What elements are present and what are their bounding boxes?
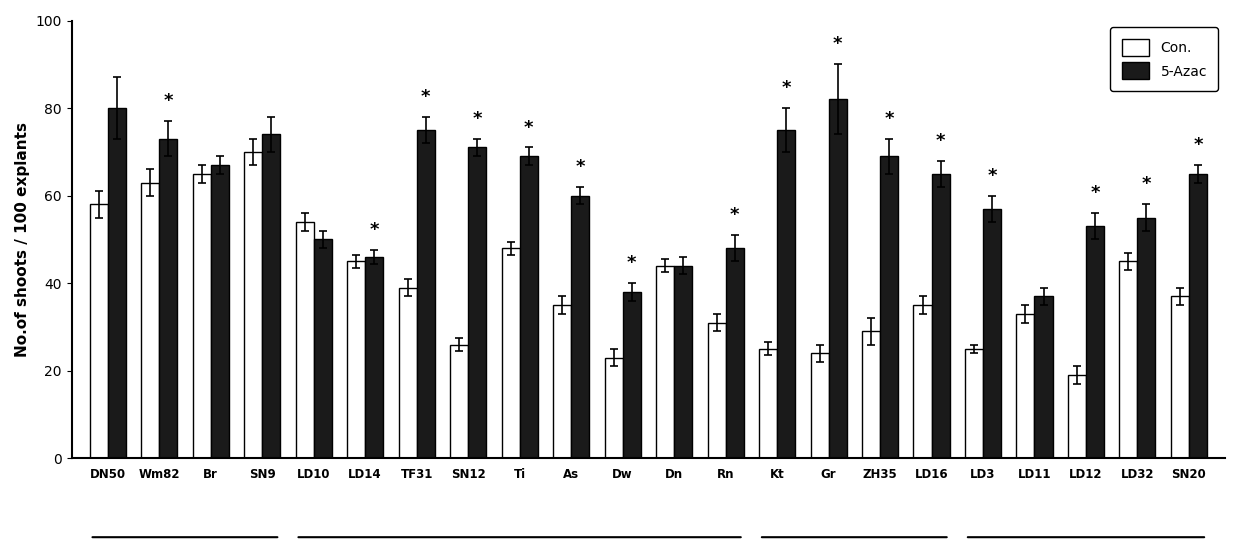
- Bar: [1137, 217, 1156, 458]
- Bar: [141, 183, 159, 458]
- Bar: [572, 196, 589, 458]
- Bar: [862, 331, 880, 458]
- Bar: [450, 344, 469, 458]
- Bar: [725, 248, 744, 458]
- Bar: [759, 349, 777, 458]
- Bar: [656, 266, 675, 458]
- Text: *: *: [523, 119, 533, 136]
- Bar: [931, 174, 950, 458]
- Text: *: *: [1142, 176, 1151, 193]
- Bar: [983, 209, 1001, 458]
- Bar: [89, 205, 108, 458]
- Bar: [1068, 375, 1086, 458]
- Bar: [708, 323, 725, 458]
- Text: *: *: [575, 158, 585, 176]
- Bar: [417, 130, 435, 458]
- Text: *: *: [1090, 184, 1100, 202]
- Bar: [211, 165, 228, 458]
- Bar: [675, 266, 692, 458]
- Bar: [553, 305, 572, 458]
- Bar: [244, 152, 262, 458]
- Text: *: *: [627, 254, 636, 272]
- Bar: [880, 157, 898, 458]
- Text: *: *: [936, 132, 945, 150]
- Bar: [1171, 296, 1189, 458]
- Bar: [965, 349, 983, 458]
- Bar: [1017, 314, 1034, 458]
- Bar: [520, 157, 538, 458]
- Bar: [1189, 174, 1207, 458]
- Text: *: *: [472, 110, 482, 128]
- Bar: [347, 262, 365, 458]
- Text: *: *: [730, 206, 739, 224]
- Bar: [469, 148, 486, 458]
- Bar: [914, 305, 931, 458]
- Text: *: *: [781, 79, 791, 97]
- Bar: [828, 100, 847, 458]
- Text: *: *: [884, 110, 894, 128]
- Text: *: *: [833, 35, 842, 53]
- Bar: [777, 130, 795, 458]
- Bar: [398, 288, 417, 458]
- Text: *: *: [370, 221, 379, 239]
- Bar: [262, 134, 280, 458]
- Text: *: *: [1193, 136, 1203, 154]
- Text: *: *: [164, 92, 172, 110]
- Bar: [502, 248, 520, 458]
- Bar: [811, 353, 828, 458]
- Bar: [1120, 262, 1137, 458]
- Bar: [295, 222, 314, 458]
- Bar: [159, 139, 177, 458]
- Bar: [108, 108, 125, 458]
- Bar: [314, 239, 331, 458]
- Bar: [1086, 226, 1104, 458]
- Bar: [605, 358, 622, 458]
- Bar: [1034, 296, 1053, 458]
- Bar: [622, 292, 641, 458]
- Bar: [365, 257, 383, 458]
- Text: *: *: [420, 88, 430, 106]
- Y-axis label: No.of shoots / 100 explants: No.of shoots / 100 explants: [15, 122, 30, 357]
- Bar: [192, 174, 211, 458]
- Legend: Con., 5-Azac: Con., 5-Azac: [1111, 27, 1218, 91]
- Text: *: *: [987, 167, 997, 184]
